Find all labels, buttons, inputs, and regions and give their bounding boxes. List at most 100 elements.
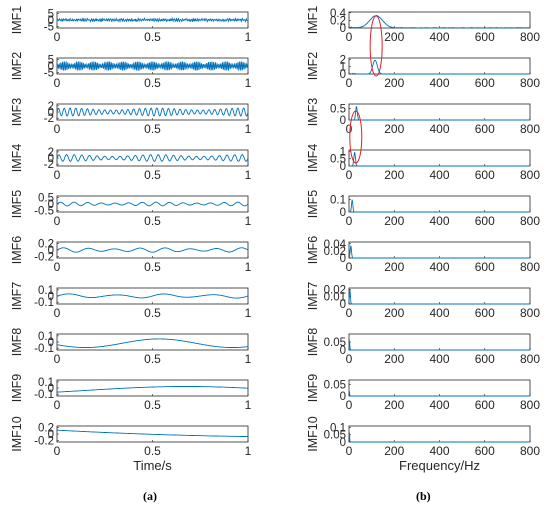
- panel-b-imf9-xtick-label: 400: [429, 398, 449, 412]
- panel-a-imf3-xtick-label: 1: [245, 122, 252, 136]
- panel-b-imf3-xtick-label: 0: [346, 122, 353, 136]
- panel-a-imf9-ylabel: IMF9: [10, 374, 24, 403]
- panel-a-imf7-ylabel: IMF7: [10, 282, 24, 311]
- panel-b-imf7-xtick-label: 600: [475, 306, 495, 320]
- panel-b-imf8-xtick-label: 800: [520, 352, 540, 366]
- panel-b-imf6-ytick-label: 0.02: [324, 246, 346, 258]
- panel-a-imf6-series-line: [56, 247, 249, 253]
- panel-b-imf10-xtick-label: 400: [429, 444, 449, 458]
- panel-b-imf1-ylabel: IMF1: [306, 6, 320, 35]
- panel-a-imf7-ytick-label: -0.1: [34, 297, 54, 309]
- panel-a-imf2-ytick-label: 0: [48, 61, 54, 73]
- panel-b-imf1-xtick-label: 600: [475, 30, 495, 44]
- panel-a-imf2-series-line: [56, 60, 249, 72]
- panel-a-imf7-ytick-label: 0.1: [38, 285, 54, 297]
- panel-a-imf4-ytick-label: -2: [44, 159, 54, 171]
- panel-a-imf1-ytick-label: 0: [48, 15, 54, 27]
- panel-b-imf7-ytick-label: 0.02: [324, 284, 346, 296]
- panel-a-imf8-xtick-label: 1: [245, 352, 252, 366]
- panel-a-imf1-series-line: [56, 16, 249, 24]
- panel-b-imf10-axes-box: [348, 425, 531, 443]
- panel-b-imf3-xtick-label: 400: [429, 122, 449, 136]
- panel-a-imf6-xtick-label: 0.5: [144, 260, 161, 274]
- panel-a-imf5-ytick-label: 0: [48, 199, 54, 211]
- panel-a-imf5-ytick-label: -0.5: [34, 206, 54, 218]
- panel-b-imf3-ytick-label: 0.5: [330, 104, 346, 116]
- panel-b-imf5-ytick-label: 0.1: [330, 195, 346, 207]
- highlight-ellipse-imf3-imf4: [349, 110, 363, 164]
- panel-b-imf2-series-line: [348, 59, 530, 75]
- panel-a-imf3-xtick-label: 0: [54, 122, 61, 136]
- panel-b-imf10-ytick-label: 0.05: [324, 430, 346, 442]
- panel-b-imf2-xtick-label: 800: [520, 76, 540, 90]
- panel-a-imf5-ytick-label: 0.5: [38, 192, 54, 204]
- panel-b-imf8-series-line: [348, 340, 530, 351]
- panel-b-imf6-ytick-label: 0.04: [324, 239, 347, 251]
- panel-a-imf10-ytick-label: 0.2: [38, 423, 54, 435]
- panel-b-imf9-ylabel: IMF9: [306, 374, 320, 403]
- panel-b-imf10-xtick-label: 200: [384, 444, 404, 458]
- panel-b-imf2-xtick-label: 400: [429, 76, 449, 90]
- panel-a-imf9-xtick-label: 0: [54, 398, 61, 412]
- panel-a-imf4-xtick-label: 0: [54, 168, 61, 182]
- panel-b-imf1-xtick-label: 200: [384, 30, 404, 44]
- panel-a-imf6-xtick-label: 1: [245, 260, 252, 274]
- panel-b-imf7-xtick-label: 0: [346, 306, 353, 320]
- panel-b-imf8-axes-box: [348, 333, 531, 351]
- panel-a-imf4-ytick-label: 0: [48, 153, 54, 165]
- panel-a-imf8-series-line: [56, 338, 249, 348]
- panel-a-imf3-ylabel: IMF3: [10, 98, 24, 127]
- panel-a-imf8-ytick-label: -0.1: [34, 343, 54, 355]
- panel-b-imf1-xtick-label: 800: [520, 30, 540, 44]
- panel-b-imf5-xtick-label: 800: [520, 214, 540, 228]
- panel-b-imf8-xtick-label: 0: [346, 352, 353, 366]
- caption-b: (b): [416, 489, 431, 503]
- panel-a-imf7-ytick-label: 0: [48, 291, 54, 303]
- panel-a-imf3-xtick-label: 0.5: [144, 122, 161, 136]
- panel-b-imf8-ytick-label: 0: [340, 345, 346, 357]
- panel-a-imf8-ytick-label: 0.1: [38, 331, 54, 343]
- panel-b-imf8-xtick-label: 400: [429, 352, 449, 366]
- panel-a-imf7-xtick-label: 0: [54, 306, 61, 320]
- panel-a-imf4-series-line: [56, 154, 249, 162]
- panel-b-imf9-ytick-label: 0.05: [324, 380, 346, 392]
- panel-b-imf8-xtick-label: 200: [384, 352, 404, 366]
- panel-a-imf8-ylabel: IMF8: [10, 328, 24, 357]
- panel-b-imf7-xtick-label: 800: [520, 306, 540, 320]
- panel-b-imf6-axes-box: [348, 241, 531, 259]
- panel-b-imf10-xtick-label: 600: [475, 444, 495, 458]
- panel-a-imf6-ytick-label: 0.2: [38, 239, 54, 251]
- panel-a-imf1-ylabel: IMF1: [10, 6, 24, 35]
- panel-a-imf2-xtick-label: 0: [54, 76, 61, 90]
- panel-a-imf6-xtick-label: 0: [54, 260, 61, 274]
- panel-b-imf7-ytick-label: 0.01: [324, 292, 346, 304]
- panel-b-imf1-xtick-label: 0: [346, 30, 353, 44]
- panel-b-imf1-axes-box: [348, 11, 531, 29]
- panel-b-imf10-xtick-label: 0: [346, 444, 353, 458]
- panel-a-imf2-xtick-label: 1: [245, 76, 252, 90]
- panel-b-imf1-ytick-label: 0.4: [330, 8, 347, 20]
- panel-a-imf10-series-line: [57, 429, 248, 438]
- panel-b-imf2-xtick-label: 0: [346, 76, 353, 90]
- panel-a-imf2-xtick-label: 0.5: [144, 76, 161, 90]
- panel-b-imf6-xtick-label: 200: [384, 260, 404, 274]
- panel-b-imf7-ytick-label: 0: [340, 299, 346, 311]
- panel-a-imf10-ytick-label: -0.2: [34, 435, 54, 447]
- panel-a-imf7-xtick-label: 1: [245, 306, 252, 320]
- panel-b-imf4-axes-box: [348, 149, 531, 167]
- panel-a-imf2-ytick-label: -5: [44, 68, 54, 80]
- panel-b-imf4-xtick-label: 600: [475, 168, 495, 182]
- panel-a-imf1-xtick-label: 0.5: [144, 30, 161, 44]
- panel-a-imf4-ytick-label: 2: [48, 147, 54, 159]
- panel-a-imf5-xtick-label: 0.5: [144, 214, 161, 228]
- panel-b-imf4-ylabel: IMF4: [306, 144, 320, 173]
- panel-a-imf4-xtick-label: 0.5: [144, 168, 161, 182]
- panel-b-imf3-ytick-label: 0: [340, 115, 346, 127]
- panel-b-imf4-xtick-label: 0: [346, 168, 353, 182]
- panel-b-imf4-xtick-label: 200: [384, 168, 404, 182]
- panel-a-imf10-xtick-label: 0: [54, 444, 61, 458]
- highlight-ellipse-imf1-imf2: [369, 15, 383, 77]
- panel-a-imf9-xtick-label: 1: [245, 398, 252, 412]
- panel-b-imf10-ylabel: IMF10: [306, 416, 320, 451]
- panel-b-imf4-ytick-label: 1: [340, 146, 346, 158]
